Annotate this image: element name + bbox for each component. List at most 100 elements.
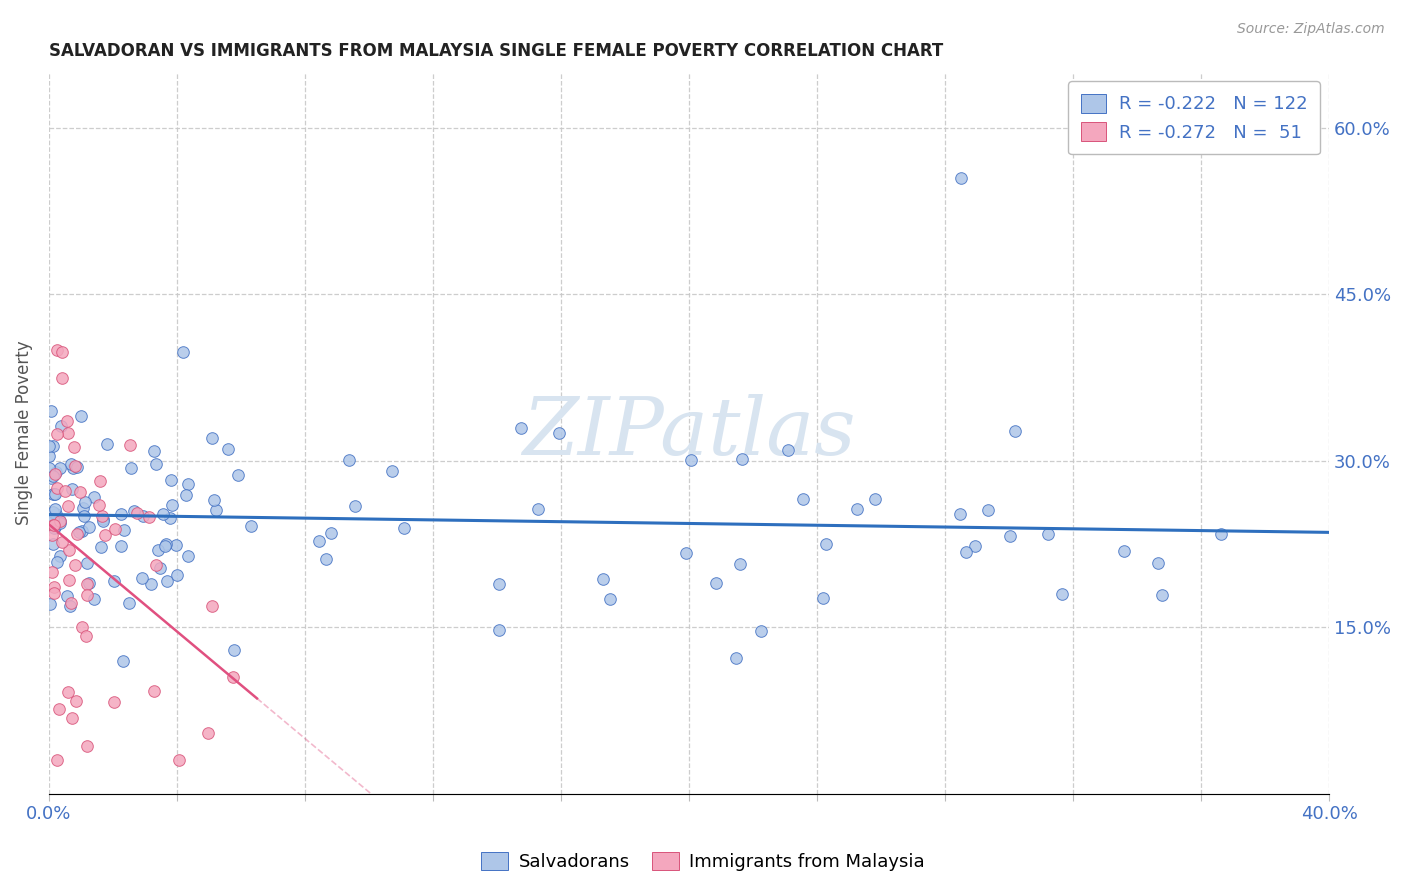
Point [488, 623, 510, 637]
Point [63, 458, 86, 473]
Point [58, 574, 80, 588]
Point [160, 499, 183, 513]
Point [104, 522, 127, 536]
Point [69, 409, 91, 424]
Point [155, 537, 177, 551]
Point [44, 520, 66, 534]
Point [69, 485, 91, 500]
Point [48, 702, 70, 716]
Point [70, 524, 93, 539]
Point [814, 537, 837, 551]
Point [75, 629, 97, 643]
Point [39, 471, 62, 485]
Point [60, 482, 83, 496]
Point [44, 487, 66, 501]
Point [381, 464, 404, 478]
Point [201, 599, 224, 614]
Point [308, 533, 330, 548]
Point [172, 345, 194, 359]
Point [45, 426, 67, 441]
Point [42, 517, 65, 532]
Y-axis label: Single Female Poverty: Single Female Poverty [15, 341, 32, 525]
Point [76, 556, 98, 570]
Point [45, 465, 67, 479]
Point [90, 540, 112, 554]
Point [76, 739, 98, 753]
Point [76, 577, 98, 591]
Point [120, 460, 142, 475]
Point [1000, 529, 1022, 543]
Point [152, 508, 174, 522]
Point [159, 473, 181, 487]
Point [77, 520, 100, 534]
Point [813, 591, 835, 606]
Point [679, 452, 702, 467]
Point [63, 440, 86, 454]
Point [138, 510, 160, 524]
Point [91, 514, 114, 528]
Point [45, 753, 67, 767]
Point [59, 457, 82, 471]
Point [343, 499, 366, 513]
Point [675, 546, 697, 560]
Point [197, 725, 219, 739]
Point [53, 484, 76, 499]
Point [42, 512, 65, 526]
Point [72, 620, 94, 634]
Point [73, 495, 96, 509]
Point [41, 565, 63, 579]
Point [91, 508, 114, 523]
Point [67, 524, 90, 539]
Point [62, 461, 84, 475]
Point [44, 501, 66, 516]
Point [48, 515, 70, 529]
Point [118, 596, 141, 610]
Point [51, 344, 73, 359]
Point [103, 574, 125, 588]
Point [48, 549, 70, 564]
Point [728, 557, 751, 571]
Point [749, 624, 772, 638]
Point [111, 654, 134, 668]
Point [103, 695, 125, 709]
Point [83, 591, 105, 606]
Point [42, 487, 65, 501]
Point [91, 512, 114, 526]
Point [42, 505, 65, 519]
Point [148, 543, 170, 558]
Point [724, 651, 747, 665]
Point [38, 439, 60, 453]
Point [149, 561, 172, 575]
Point [125, 507, 148, 521]
Point [1036, 526, 1059, 541]
Point [42, 518, 65, 533]
Point [176, 549, 198, 564]
Point [156, 574, 179, 589]
Point [1150, 588, 1173, 602]
Point [599, 592, 621, 607]
Point [96, 437, 118, 451]
Point [337, 453, 360, 467]
Point [955, 545, 977, 559]
Point [42, 469, 65, 483]
Point [49, 418, 72, 433]
Point [1004, 424, 1026, 438]
Point [166, 567, 188, 582]
Point [169, 753, 191, 767]
Point [56, 414, 79, 428]
Point [66, 459, 89, 474]
Point [48, 514, 70, 528]
Point [963, 539, 986, 553]
Point [592, 572, 614, 586]
Point [49, 516, 72, 531]
Point [159, 511, 181, 525]
Point [122, 504, 145, 518]
Point [201, 431, 224, 445]
Point [38, 449, 60, 463]
Point [59, 596, 82, 610]
Point [165, 538, 187, 552]
Point [38, 597, 60, 611]
Point [56, 425, 79, 440]
Point [509, 420, 531, 434]
Point [94, 527, 117, 541]
